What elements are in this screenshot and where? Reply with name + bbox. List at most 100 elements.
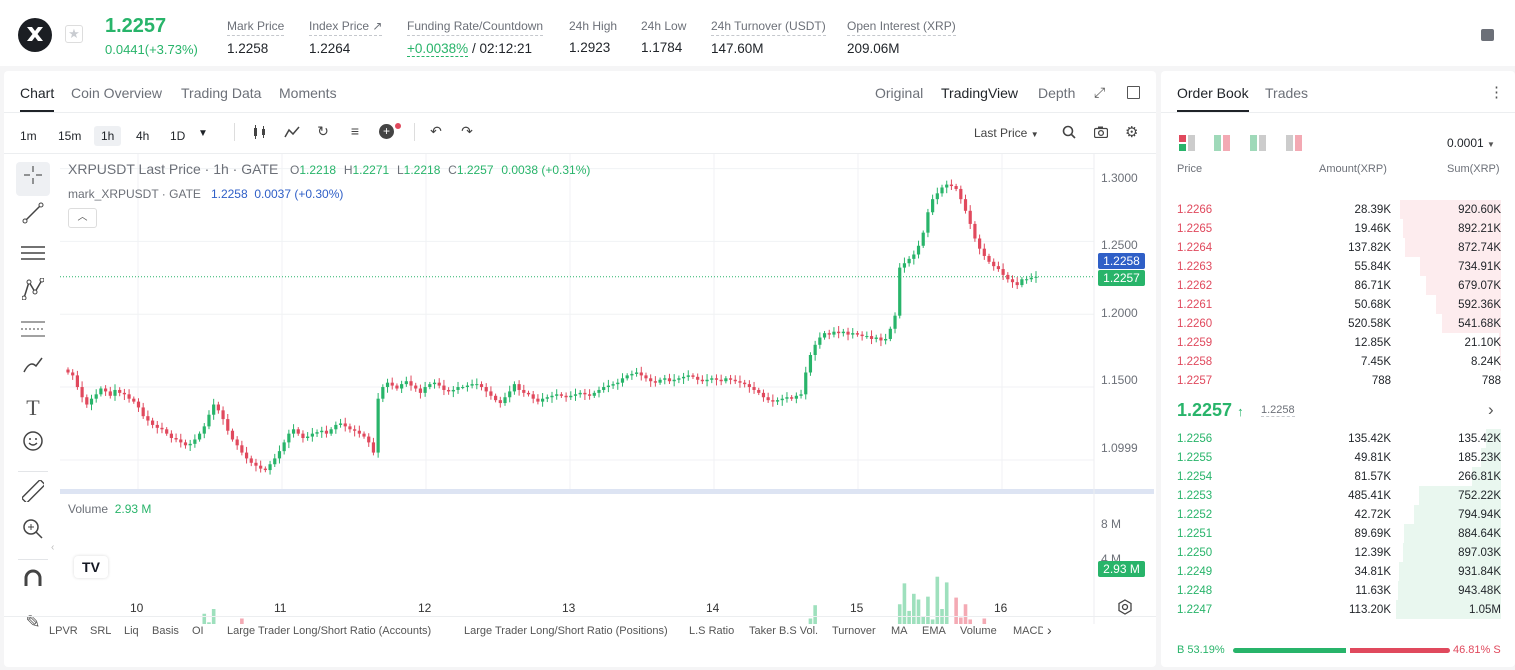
price-type-select[interactable]: Last Price ▼ [974, 126, 1039, 140]
horizontal-lines-icon[interactable] [16, 239, 50, 273]
fullscreen-icon[interactable]: ⤢ [1094, 84, 1106, 100]
precision-select[interactable]: 0.0001 ▼ [1447, 136, 1495, 150]
view-alt-icon[interactable] [1214, 135, 1230, 154]
ask-row[interactable]: 1.2266 28.39K 920.60K [1177, 200, 1501, 219]
add-plus-icon[interactable]: + [379, 124, 394, 139]
settings-gear-icon[interactable]: ⚙ [1125, 124, 1139, 141]
indicator-volume[interactable]: Volume [960, 625, 997, 637]
tab-coin-overview[interactable]: Coin Overview [71, 85, 163, 101]
ruler-icon[interactable] [16, 478, 50, 513]
stat-label[interactable]: Open Interest (XRP) [847, 19, 956, 36]
view-original[interactable]: Original [875, 85, 924, 101]
indicator-srl[interactable]: SRL [90, 625, 112, 637]
undo-icon[interactable]: ↶ [430, 123, 442, 139]
magnet-icon[interactable] [16, 567, 50, 601]
view-asks-icon[interactable] [1286, 135, 1302, 154]
indicator-macd[interactable]: MACD [1013, 625, 1043, 637]
funding-rate-value[interactable]: +0.0038% [407, 41, 469, 57]
template-icon[interactable]: ≡ [350, 123, 360, 139]
redo-icon[interactable]: ↷ [461, 123, 473, 139]
tf-4h[interactable]: 4h [136, 129, 150, 143]
ask-row[interactable]: 1.2263 55.84K 734.91K [1177, 257, 1501, 276]
bid-row[interactable]: 1.2248 11.63K 943.48K [1177, 581, 1501, 600]
bid-row[interactable]: 1.2256 135.42K 135.42K [1177, 429, 1501, 448]
legend-symbol[interactable]: XRPUSDT Last Price · 1h · GATE [68, 161, 279, 177]
stat-label[interactable]: Mark Price [227, 19, 285, 36]
emoji-icon[interactable] [16, 429, 50, 463]
candles-icon[interactable] [249, 125, 271, 142]
indicator-ls-ratio[interactable]: L.S Ratio [689, 625, 735, 637]
tab-moments[interactable]: Moments [279, 85, 337, 101]
ask-row[interactable]: 1.2259 12.85K 21.10K [1177, 333, 1501, 352]
bid-row[interactable]: 1.2249 34.81K 931.84K [1177, 562, 1501, 581]
book-icon[interactable] [1481, 29, 1494, 41]
tf-1d[interactable]: 1D [170, 129, 186, 143]
chevron-left-icon[interactable]: ‹ [51, 542, 55, 553]
indicators-icon[interactable] [281, 125, 303, 142]
ask-row[interactable]: 1.2261 50.68K 592.36K [1177, 295, 1501, 314]
search-icon[interactable] [1062, 125, 1076, 142]
tf-15m[interactable]: 15m [58, 129, 82, 143]
mark-label[interactable]: mark_XRPUSDT · GATE [68, 187, 201, 201]
indicator-ls-positions[interactable]: Large Trader Long/Short Ratio (Positions… [464, 625, 668, 637]
bid-row[interactable]: 1.2247 113.20K 1.05M [1177, 600, 1501, 619]
chevron-right-icon[interactable]: › [1047, 622, 1052, 638]
tradingview-logo[interactable]: TV [74, 556, 108, 578]
tf-1h[interactable]: 1h [94, 126, 122, 146]
indicator-taker-vol[interactable]: Taker B.S Vol. [749, 625, 819, 637]
indicator-oi[interactable]: OI [192, 625, 204, 637]
tab-chart[interactable]: Chart [20, 85, 55, 112]
chevron-right-icon[interactable]: › [1488, 400, 1494, 419]
ask-row[interactable]: 1.2258 7.45K 8.24K [1177, 352, 1501, 371]
bid-row[interactable]: 1.2251 89.69K 884.64K [1177, 524, 1501, 543]
fib-retracement-icon[interactable] [16, 315, 50, 349]
volume-label[interactable]: Volume [68, 502, 109, 516]
brush-icon[interactable] [16, 353, 50, 387]
ask-row[interactable]: 1.2260 520.58K 541.68K [1177, 314, 1501, 333]
stat-label[interactable]: Index Price ↗ [309, 19, 383, 36]
indicator-ls-accounts[interactable]: Large Trader Long/Short Ratio (Accounts) [227, 625, 432, 637]
bid-row[interactable]: 1.2255 49.81K 185.23K [1177, 448, 1501, 467]
tab-trades[interactable]: Trades [1265, 85, 1309, 101]
stat-label[interactable]: Funding Rate/Countdown [407, 19, 544, 36]
bid-row[interactable]: 1.2250 12.39K 897.03K [1177, 543, 1501, 562]
axis-settings-icon[interactable] [1117, 599, 1133, 618]
text-tool-icon[interactable]: T [26, 395, 40, 420]
tab-trading-data[interactable]: Trading Data [181, 85, 262, 101]
indicator-lpvr[interactable]: LPVR [49, 625, 78, 637]
indicator-liq[interactable]: Liq [124, 625, 139, 637]
ask-row[interactable]: 1.2262 86.71K 679.07K [1177, 276, 1501, 295]
trendline-icon[interactable] [16, 201, 50, 235]
bid-row[interactable]: 1.2254 81.57K 266.81K [1177, 467, 1501, 486]
pattern-icon[interactable] [16, 277, 50, 311]
candle [686, 370, 690, 381]
mid-mark-price[interactable]: 1.2258 [1261, 404, 1295, 417]
indicator-turnover[interactable]: Turnover [832, 625, 876, 637]
stat-label[interactable]: 24h Turnover (USDT) [711, 19, 826, 36]
indicator-basis[interactable]: Basis [152, 625, 179, 637]
chevron-down-icon[interactable]: ▼ [198, 128, 208, 139]
view-tradingview[interactable]: TradingView [941, 85, 1019, 101]
tf-1m[interactable]: 1m [20, 129, 37, 143]
zoom-in-icon[interactable] [16, 517, 50, 551]
view-both-icon[interactable] [1179, 135, 1195, 154]
view-depth[interactable]: Depth [1038, 85, 1076, 101]
replay-icon[interactable]: ↻ [317, 123, 329, 139]
ask-row[interactable]: 1.2265 19.46K 892.21K [1177, 219, 1501, 238]
view-bids-icon[interactable] [1250, 135, 1266, 154]
bid-row[interactable]: 1.2252 42.72K 794.94K [1177, 505, 1501, 524]
window-icon[interactable] [1127, 86, 1140, 99]
indicator-ma[interactable]: MA [891, 625, 908, 637]
favorite-star-icon[interactable]: ★ [65, 25, 83, 43]
collapse-legend-button[interactable]: ︿ [68, 208, 97, 228]
indicator-ema[interactable]: EMA [922, 625, 946, 637]
crosshair-icon[interactable] [16, 162, 50, 196]
more-options-icon[interactable]: ⋮ [1489, 84, 1504, 101]
ask-row[interactable]: 1.2257 788 788 [1177, 371, 1501, 390]
price-chart[interactable] [60, 154, 1154, 624]
ask-row[interactable]: 1.2264 137.82K 872.74K [1177, 238, 1501, 257]
camera-icon[interactable] [1093, 126, 1109, 141]
tab-order-book[interactable]: Order Book [1177, 85, 1249, 112]
pencil-lock-icon[interactable]: ✎ [25, 612, 41, 632]
bid-row[interactable]: 1.2253 485.41K 752.22K [1177, 486, 1501, 505]
